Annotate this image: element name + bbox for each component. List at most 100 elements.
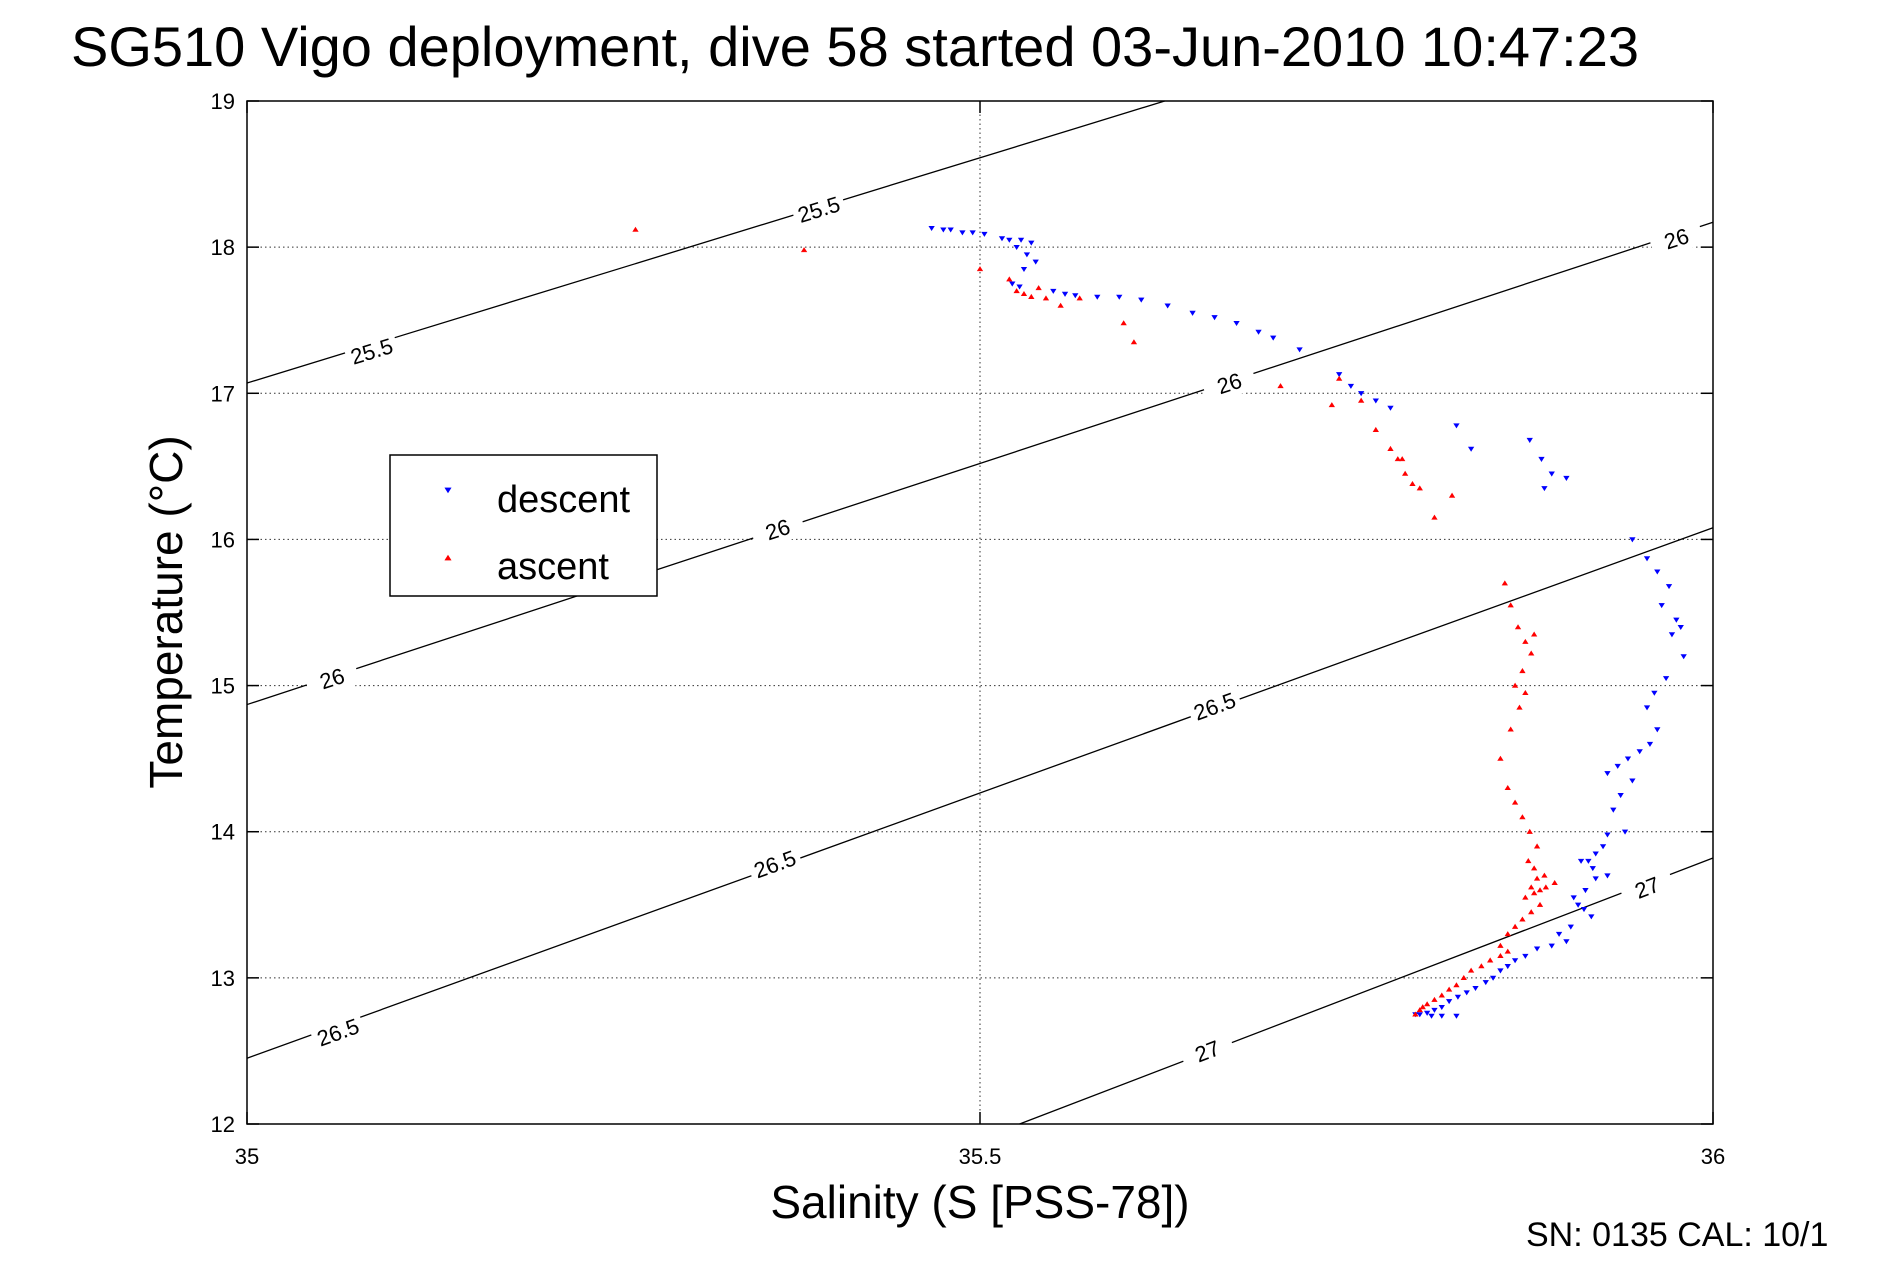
descent-point	[1533, 946, 1541, 952]
descent-point	[1592, 876, 1599, 882]
descent-point	[1522, 953, 1529, 959]
ascent-point	[1531, 865, 1538, 871]
ascent-point	[1542, 884, 1550, 890]
contour-line-26.5	[246, 527, 1714, 1059]
ascent-point	[1519, 916, 1526, 922]
contour-label-bg	[789, 188, 848, 231]
ascent-point	[1536, 901, 1544, 907]
descent-point	[1668, 632, 1676, 638]
y-tick-label: 14	[211, 820, 235, 845]
legend-ascent-label: ascent	[497, 546, 609, 588]
ascent-point	[1533, 843, 1541, 849]
ascent-point	[1438, 992, 1445, 998]
legend-descent-marker	[444, 487, 452, 494]
descent-point	[1504, 964, 1511, 970]
descent-point	[1621, 829, 1629, 835]
footer-serial-calibration: SN: 0135 CAL: 10/1	[1526, 1216, 1828, 1254]
y-tick-label: 19	[211, 89, 235, 114]
descent-point	[1347, 383, 1355, 389]
contour-label-bg	[1200, 361, 1259, 405]
descent-point	[1629, 537, 1636, 543]
descent-point	[1423, 1010, 1431, 1016]
ascent-point	[1453, 982, 1460, 988]
data-series	[632, 226, 1687, 1019]
descent-point	[1624, 756, 1632, 762]
ascent-point	[1522, 689, 1529, 695]
descent-point	[1189, 310, 1196, 316]
descent-point	[1017, 237, 1025, 243]
descent-point	[1582, 888, 1589, 894]
descent-point	[1431, 1007, 1438, 1013]
plot-area	[247, 101, 1713, 1124]
ascent-point	[1042, 295, 1050, 301]
ascent-point	[1006, 276, 1013, 282]
descent-point	[1567, 924, 1574, 930]
descent-point	[1032, 259, 1039, 265]
ascent-point	[1487, 957, 1494, 963]
ascent-point	[976, 266, 984, 272]
ascent-point	[1035, 285, 1042, 291]
ascent-point	[1387, 445, 1394, 451]
legend-ascent-marker	[444, 554, 452, 561]
legend-box	[389, 454, 658, 597]
ascent-point	[1328, 402, 1335, 408]
ascent-point	[1431, 996, 1438, 1002]
ascent-point	[1416, 485, 1423, 491]
legend-descent-symbol	[444, 487, 452, 494]
descent-point	[1006, 237, 1013, 243]
ascent-point	[632, 226, 639, 232]
descent-point	[969, 230, 976, 236]
descent-point	[1438, 1004, 1445, 1010]
x-tick-label: 35	[235, 1144, 259, 1169]
descent-point	[1662, 676, 1670, 682]
descent-point	[1604, 832, 1611, 838]
y-tick-label: 12	[211, 1112, 235, 1137]
descent-point	[1651, 690, 1658, 696]
ascent-point	[1358, 397, 1365, 403]
ascent-point	[1028, 293, 1035, 299]
ascent-point	[1507, 726, 1514, 732]
contour-label-bg	[1617, 864, 1677, 910]
descent-point	[1643, 556, 1651, 562]
ascent-point	[1336, 375, 1343, 381]
ascent-point	[1120, 320, 1127, 326]
contour-label-bg	[745, 841, 804, 886]
descent-point	[1643, 705, 1651, 711]
descent-point	[1482, 980, 1489, 986]
contour-label-bg	[1177, 1028, 1237, 1074]
ascent-point	[1431, 514, 1438, 520]
descent-point	[1636, 749, 1643, 755]
descent-point	[940, 227, 947, 233]
descent-point	[1489, 975, 1497, 981]
ascent-point	[1497, 953, 1504, 959]
descent-point	[1654, 727, 1661, 733]
descent-point	[1453, 1013, 1460, 1019]
descent-point	[1061, 291, 1069, 297]
legend-descent-label: descent	[497, 479, 631, 521]
ascent-point	[1533, 875, 1541, 881]
ascent-point	[1130, 339, 1138, 345]
descent-point	[1680, 654, 1687, 660]
contour-label-bg	[342, 329, 401, 372]
descent-point	[998, 236, 1006, 242]
descent-point	[1541, 486, 1548, 492]
descent-point	[1445, 999, 1453, 1005]
ascent-point	[1528, 884, 1535, 890]
descent-point	[1511, 958, 1519, 964]
descent-point	[1138, 297, 1145, 303]
ascent-point	[1525, 858, 1532, 864]
descent-point	[1646, 741, 1654, 747]
ascent-point	[1401, 470, 1409, 476]
descent-point	[1428, 1013, 1435, 1019]
x-tick-label: 36	[1701, 1144, 1725, 1169]
descent-point	[1580, 907, 1588, 913]
descent-point	[1454, 994, 1462, 1000]
descent-point	[1604, 771, 1611, 777]
ascent-point	[1526, 828, 1533, 834]
contour-label-bg	[1647, 216, 1706, 260]
ascent-point	[1057, 302, 1064, 308]
descent-point	[1296, 347, 1303, 353]
ascent-point	[1531, 890, 1538, 896]
x-axis-label: Salinity (S [PSS-78])	[770, 1176, 1189, 1228]
